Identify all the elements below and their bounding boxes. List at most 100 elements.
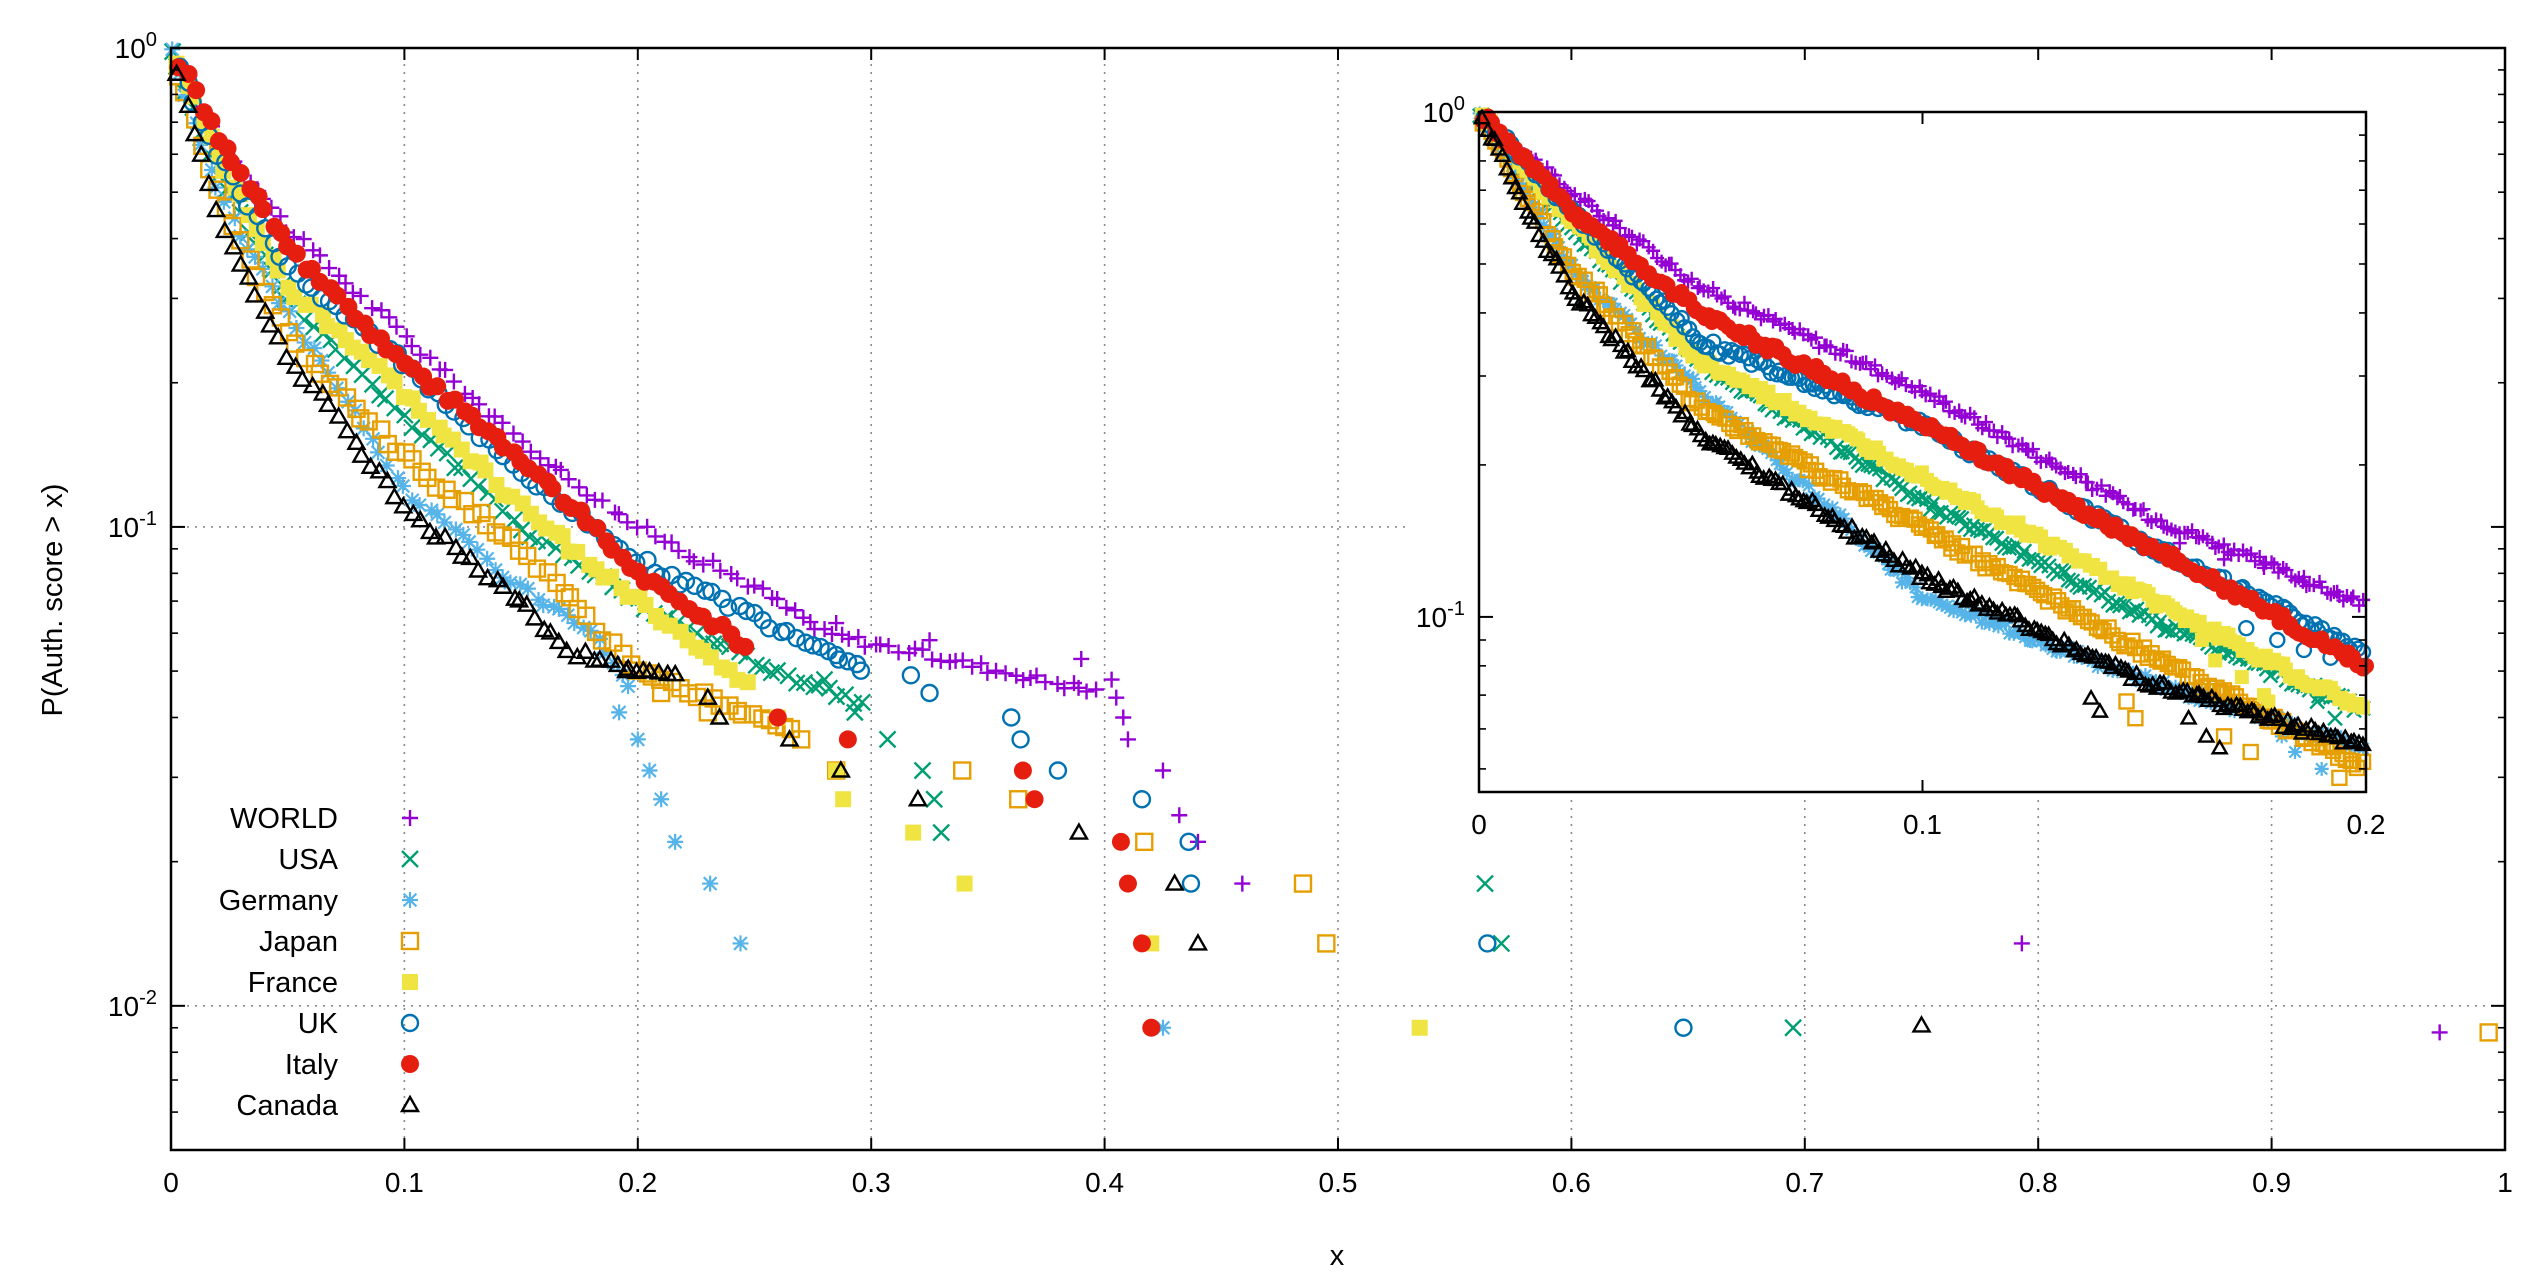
main-point-canada (616, 660, 637, 679)
main-point-italy (1025, 790, 1044, 809)
inset-point-japan (1680, 390, 1697, 408)
inset-point-canada (1754, 469, 1773, 485)
main-point-japan (555, 583, 574, 603)
main-point-uk (718, 598, 738, 617)
x-axis-label: x (1330, 1240, 1345, 1272)
main-point-uk (1048, 761, 1068, 780)
inset-point-germany (1951, 598, 1966, 613)
main-point-france (477, 462, 494, 479)
main-point-canada (255, 301, 276, 319)
inset-point-world (2208, 541, 2223, 556)
inset-point-germany (1863, 544, 1878, 559)
inset-point-world (2102, 484, 2117, 499)
main-point-germany (215, 193, 232, 210)
main-point-canada (276, 347, 297, 365)
main-point-italy (187, 81, 206, 100)
main-point-world (880, 638, 897, 655)
main-point-world (578, 487, 595, 504)
main-point-usa (815, 670, 834, 689)
inset-point-germany (1681, 370, 1696, 385)
main-point-usa (846, 703, 864, 722)
main-point-world (914, 641, 931, 658)
legend-label: WORLD (230, 803, 338, 835)
main-point-uk (851, 661, 871, 680)
main-point-uk (1011, 730, 1030, 749)
main-point-italy (588, 519, 607, 538)
main-point-uk (1132, 790, 1152, 809)
main-point-world (514, 433, 531, 450)
inset-point-japan (1675, 378, 1693, 396)
main-point-world (412, 346, 429, 363)
inset-point-world (2136, 502, 2151, 517)
main-point-italy (287, 244, 306, 263)
main-point-canada (639, 660, 660, 679)
main-point-world (1078, 683, 1095, 700)
inset-point-canada (2102, 658, 2121, 675)
main-point-usa (1492, 934, 1511, 953)
main-point-canada (198, 173, 219, 192)
main-point-germany (641, 762, 658, 779)
main-point-france (905, 824, 922, 841)
main-point-world (532, 450, 549, 467)
inset-point-uk (2269, 631, 2286, 649)
inset-point-world (1898, 378, 1913, 393)
main-point-canada (607, 654, 628, 673)
main-axis-ticks: 0 0.1 0.2 0.3 0.4 0.5 0.6 0.7 0.8 0.9 1 100 10-1 10-2 (108, 29, 2513, 1198)
inset-point-world (2323, 587, 2338, 602)
inset-point-world (1706, 281, 1721, 296)
inset-point-world (2257, 560, 2271, 575)
main-point-world (540, 457, 557, 474)
legend-marker-france (402, 974, 418, 990)
inset-point-canada (2249, 707, 2268, 724)
main-point-canada (589, 649, 610, 667)
inset-point-canada (1786, 486, 1805, 503)
main-point-usa (932, 823, 951, 842)
main-point-world (437, 361, 454, 378)
main-point-canada (184, 123, 205, 142)
main-point-japan (403, 450, 422, 469)
inset-point-japan (1893, 507, 1911, 525)
main-point-japan (442, 489, 462, 509)
main-point-japan (518, 546, 537, 566)
inset-point-usa (2111, 598, 2128, 614)
main-point-uk (920, 683, 939, 703)
inset-point-world (2094, 478, 2109, 493)
main-point-canada (312, 383, 333, 401)
main-point-usa (395, 406, 414, 424)
inset-point-canada (2269, 710, 2288, 726)
main-point-japan (1293, 874, 1313, 893)
main-point-japan (651, 683, 671, 703)
main-point-canada (468, 560, 489, 578)
inset-point-world (1567, 187, 1582, 202)
inset-point-germany (1536, 218, 1551, 233)
main-point-germany (394, 478, 411, 495)
inset-point-japan (2118, 693, 2135, 710)
inset-point-canada (2281, 719, 2300, 736)
main-point-world (778, 599, 795, 616)
inset-point-germany (1580, 278, 1595, 293)
main-point-italy (1118, 874, 1137, 893)
inset-point-japan (2242, 743, 2259, 761)
inset-point-world (1746, 304, 1761, 319)
main-point-italy (428, 377, 447, 396)
inset-point-germany (2138, 668, 2153, 683)
main-point-uk (696, 581, 715, 600)
inset-point-world (2356, 592, 2371, 607)
main-point-germany (653, 791, 670, 808)
main-point-italy (768, 708, 787, 727)
main-point-uk (1478, 934, 1497, 953)
main-point-germany (512, 576, 529, 593)
main-point-japan (781, 719, 801, 739)
inset-point-canada (1797, 493, 1816, 510)
inset-point-canada (2326, 726, 2345, 743)
main-point-canada (238, 267, 259, 285)
main-point-usa (878, 730, 897, 749)
main-point-canada (697, 687, 718, 705)
main-point-world (1189, 833, 1206, 850)
main-point-usa (805, 677, 823, 696)
inset-point-world (2296, 569, 2311, 584)
main-point-germany (1154, 1019, 1171, 1036)
main-point-japan (604, 633, 623, 652)
inset-point-usa (2104, 597, 2121, 614)
legend-label: Italy (285, 1049, 339, 1081)
